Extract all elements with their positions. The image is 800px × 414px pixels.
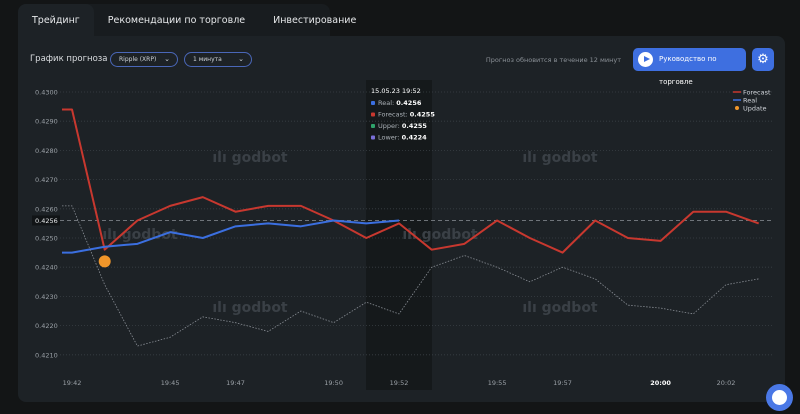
current-level-badge (32, 215, 60, 226)
legend-marker (735, 106, 739, 110)
godbot-watermark: ılı godbot (102, 227, 178, 243)
x-tick-label: 19:42 (63, 379, 82, 387)
y-tick-label: 0.4230 (35, 293, 58, 301)
legend-forecast: Forecast (743, 89, 771, 97)
tooltip-marker (371, 112, 375, 117)
godbot-watermark: ılı godbot (212, 300, 288, 316)
asset-select[interactable]: Ripple (XRP) ⌄ (110, 52, 178, 67)
tooltip-row: Real: 0.4256 (378, 99, 422, 107)
x-tick-label: 19:45 (161, 379, 180, 387)
x-tick-label: 19:57 (553, 379, 572, 387)
y-tick-label: 0.4300 (35, 89, 58, 97)
x-tick-label: 19:52 (390, 379, 409, 387)
godbot-watermark: ılı godbot (402, 227, 478, 243)
x-tick-label: 19:47 (226, 379, 245, 387)
y-tick-label: 0.4280 (35, 147, 58, 155)
godbot-watermark: ılı godbot (522, 300, 598, 316)
tooltip-row: Lower: 0.4224 (378, 134, 427, 142)
legend-real: Real (743, 97, 757, 105)
y-tick-label: 0.4250 (35, 235, 58, 243)
tooltip-marker (371, 135, 375, 140)
chevron-down-icon: ⌄ (238, 55, 244, 63)
guide-label: Руководство по торговле (659, 55, 717, 86)
tooltip-row: Forecast: 0.4255 (378, 111, 435, 119)
tooltip-marker (371, 101, 375, 105)
tab-investing[interactable]: Инвестирование (273, 15, 357, 26)
x-tick-label: 19:50 (324, 379, 343, 387)
tooltip-time: 15.05.23 19:52 (371, 87, 421, 95)
y-tick-label: 0.4260 (35, 205, 58, 213)
update-point[interactable] (98, 255, 111, 268)
update-note: Прогноз обновится в течение 12 минут (485, 56, 621, 64)
y-tick-label: 0.4270 (35, 176, 58, 184)
settings-button[interactable]: ⚙ (752, 48, 774, 71)
x-tick-label: 20:00 (650, 379, 671, 387)
legend-update: Update (743, 105, 767, 113)
series-real (62, 219, 400, 254)
tooltip-row: Upper: 0.4255 (378, 122, 427, 130)
gear-icon: ⚙ (757, 52, 769, 67)
current-level-label: 0.4256 (35, 217, 58, 225)
interval-select[interactable]: 1 минута ⌄ (184, 52, 252, 67)
y-tick-label: 0.4240 (35, 264, 58, 272)
tab-recommendations[interactable]: Рекомендации по торговле (107, 15, 246, 26)
hover-band (366, 80, 432, 390)
y-tick-label: 0.4220 (35, 322, 58, 330)
trading-guide-button[interactable]: Руководство по торговле (633, 48, 746, 86)
play-icon (638, 52, 653, 67)
godbot-watermark: ılı godbot (212, 150, 288, 166)
tab-trading[interactable]: Трейдинг (18, 4, 94, 37)
godbot-watermark: ılı godbot (522, 150, 598, 166)
asset-select-value: Ripple (XRP) (119, 56, 157, 63)
chat-button[interactable] (766, 384, 793, 411)
y-tick-label: 0.4210 (35, 351, 58, 359)
x-tick-label: 20:02 (717, 379, 736, 387)
chevron-down-icon: ⌄ (164, 55, 170, 63)
interval-select-value: 1 минута (193, 56, 222, 63)
x-tick-label: 19:55 (488, 379, 507, 387)
tooltip-marker (371, 124, 375, 128)
chart-title: График прогноза (30, 54, 108, 64)
tab-bar: Трейдинг Рекомендации по торговле Инвест… (18, 4, 356, 37)
y-tick-label: 0.4290 (35, 118, 58, 126)
